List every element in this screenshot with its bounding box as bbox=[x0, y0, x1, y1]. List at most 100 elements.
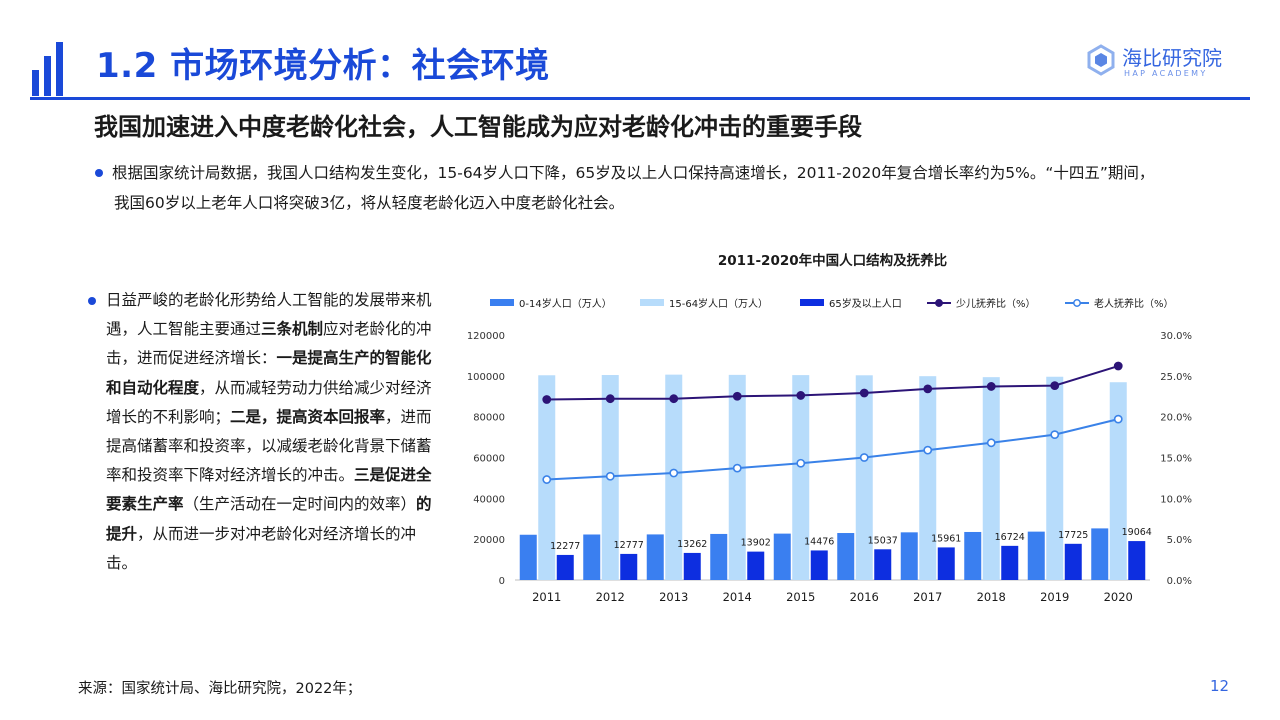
bullet-2-text: ，从而减轻劳动力供给减少对经济增长的不利影响； bbox=[106, 378, 432, 426]
line-point-4-2017 bbox=[923, 445, 933, 455]
line-point-3-2018 bbox=[986, 382, 996, 391]
bullet-dot bbox=[88, 297, 96, 305]
bar-2018-0 bbox=[964, 531, 982, 580]
bar-2015-0 bbox=[773, 533, 791, 580]
bar-2018-2 bbox=[1001, 545, 1019, 580]
line-point-3-2016 bbox=[859, 388, 869, 398]
bar-2012-0 bbox=[583, 534, 601, 580]
bar-2015-1 bbox=[792, 375, 810, 580]
header-bars-decoration bbox=[32, 42, 63, 96]
bar-2011-2 bbox=[556, 554, 574, 580]
line-point-4-2012 bbox=[605, 471, 615, 481]
page-title: 1.2 市场环境分析：社会环境 bbox=[96, 46, 550, 86]
x-tick-label: 2014 bbox=[723, 590, 752, 604]
bar-2014-0 bbox=[710, 533, 728, 580]
x-tick-label: 2017 bbox=[913, 590, 942, 604]
x-tick-label: 2011 bbox=[532, 590, 561, 604]
line-point-4-2014 bbox=[732, 463, 742, 473]
bar-2020-2 bbox=[1128, 541, 1146, 580]
bar-2017-1 bbox=[919, 376, 937, 580]
line-point-3-2013 bbox=[669, 394, 679, 404]
series-line-3 bbox=[546, 365, 1119, 401]
bar-2016-2 bbox=[874, 549, 892, 580]
x-tick-label: 2016 bbox=[850, 590, 879, 604]
data-label-2020: 19064 bbox=[1122, 527, 1152, 538]
data-label-2015: 14476 bbox=[804, 536, 834, 547]
bar-2019-0 bbox=[1027, 531, 1045, 580]
line-point-4-2013 bbox=[669, 468, 679, 478]
bar-2017-0 bbox=[900, 532, 918, 580]
data-label-2011: 12277 bbox=[550, 541, 580, 552]
x-tick-label: 2015 bbox=[786, 590, 815, 604]
legend-label-2: 65岁及以上人口 bbox=[829, 297, 902, 310]
bar-2019-2 bbox=[1064, 543, 1082, 580]
bullet-paragraph-2: 日益严峻的老龄化形势给人工智能的发展带来机遇，人工智能主要通过三条机制应对老龄化… bbox=[106, 286, 442, 578]
x-tick-label: 2019 bbox=[1040, 590, 1069, 604]
line-point-3-2014 bbox=[732, 391, 742, 401]
bullet-2-bold: 一是提高生产的智能化和自动化程度 bbox=[106, 349, 432, 397]
x-tick-label: 2018 bbox=[977, 590, 1006, 604]
bar-2011-0 bbox=[519, 534, 537, 580]
x-tick-label: 2013 bbox=[659, 590, 688, 604]
title-rule bbox=[30, 97, 1250, 100]
bar-2016-1 bbox=[855, 375, 873, 580]
line-point-4-2019 bbox=[1050, 430, 1060, 440]
bullet-2-text: 日益严峻的老龄化形势给人工智能的发展带来机遇，人工智能主要通过 bbox=[106, 291, 432, 339]
bar-2014-1 bbox=[728, 374, 746, 580]
y-left-tick-label: 40000 bbox=[473, 494, 505, 505]
bullet-2-bold: 三条机制 bbox=[261, 320, 324, 339]
legend-marker-3 bbox=[935, 299, 943, 307]
y-right-tick-label: 0.0% bbox=[1167, 576, 1192, 587]
bar-2020-0 bbox=[1091, 528, 1109, 580]
series-line-4 bbox=[546, 418, 1119, 481]
legend-swatch-2 bbox=[800, 299, 824, 306]
bullet-2-text: ，进而提高储蓄率和投资率，以减缓老龄化背景下储蓄率和投资率下降对经济增长的冲击。 bbox=[106, 407, 432, 485]
bar-2015-2 bbox=[810, 550, 828, 580]
y-left-tick-label: 60000 bbox=[473, 454, 505, 465]
y-right-tick-label: 30.0% bbox=[1160, 331, 1192, 342]
population-structure-chart: 2011-2020年中国人口结构及抚养比 0-14岁人口（万人） 15-64岁人口（… bbox=[467, 252, 1192, 604]
bar-2013-0 bbox=[646, 534, 664, 580]
legend-swatch-1 bbox=[640, 299, 664, 306]
legend-label-1: 15-64岁人口（万人） bbox=[669, 297, 768, 310]
bullet-2-text: 应对老龄化的冲击，进而促进经济增长： bbox=[106, 320, 432, 368]
data-label-2018: 16724 bbox=[995, 532, 1025, 543]
y-left-tick-label: 20000 bbox=[473, 535, 505, 546]
y-right-tick-label: 10.0% bbox=[1160, 494, 1192, 505]
bar-2014-2 bbox=[747, 551, 765, 580]
bullet-1-line-2: 我国60岁以上老年人口将突破3亿，将从轻度老龄化迈入中度老龄化社会。 bbox=[114, 194, 625, 212]
logo: 海比研究院 HAP ACADEMY bbox=[1086, 42, 1236, 84]
bar-2020-1 bbox=[1109, 382, 1127, 580]
y-right-tick-label: 15.0% bbox=[1160, 454, 1192, 465]
y-right-tick-label: 25.0% bbox=[1160, 372, 1192, 383]
legend-label-0: 0-14岁人口（万人） bbox=[519, 297, 612, 310]
line-point-3-2019 bbox=[1050, 381, 1060, 391]
y-left-tick-label: 80000 bbox=[473, 413, 505, 424]
line-point-4-2015 bbox=[796, 458, 806, 468]
line-point-3-2011 bbox=[542, 395, 552, 404]
line-point-3-2017 bbox=[923, 384, 933, 394]
data-label-2012: 12777 bbox=[614, 540, 644, 551]
bar-2018-1 bbox=[982, 377, 1000, 580]
legend-marker-4 bbox=[1073, 299, 1081, 307]
y-right-tick-label: 5.0% bbox=[1167, 535, 1192, 546]
line-point-3-2015 bbox=[796, 391, 806, 400]
bar-2016-0 bbox=[837, 533, 855, 580]
section-subtitle: 我国加速进入中度老龄化社会，人工智能成为应对老龄化冲击的重要手段 bbox=[94, 113, 862, 141]
data-label-2017: 15961 bbox=[931, 533, 961, 544]
data-label-2014: 13902 bbox=[741, 538, 771, 549]
line-point-4-2020 bbox=[1113, 414, 1123, 424]
bullet-paragraph-1: 根据国家统计局数据，我国人口结构发生变化，15-64岁人口下降，65岁及以上人口… bbox=[112, 158, 1222, 218]
bar-2013-2 bbox=[683, 552, 701, 580]
logo-subtitle: HAP ACADEMY bbox=[1124, 69, 1208, 78]
data-label-2016: 15037 bbox=[868, 535, 898, 546]
line-point-4-2018 bbox=[986, 438, 996, 448]
page-number: 12 bbox=[1210, 677, 1230, 695]
line-point-4-2016 bbox=[859, 453, 869, 462]
bar-2012-2 bbox=[620, 553, 638, 580]
data-label-2019: 17725 bbox=[1058, 530, 1088, 541]
y-left-tick-label: 100000 bbox=[467, 372, 505, 383]
legend-label-4: 老人抚养比（%） bbox=[1094, 297, 1174, 310]
bullet-dot bbox=[95, 169, 103, 177]
legend-swatch-0 bbox=[490, 299, 514, 306]
